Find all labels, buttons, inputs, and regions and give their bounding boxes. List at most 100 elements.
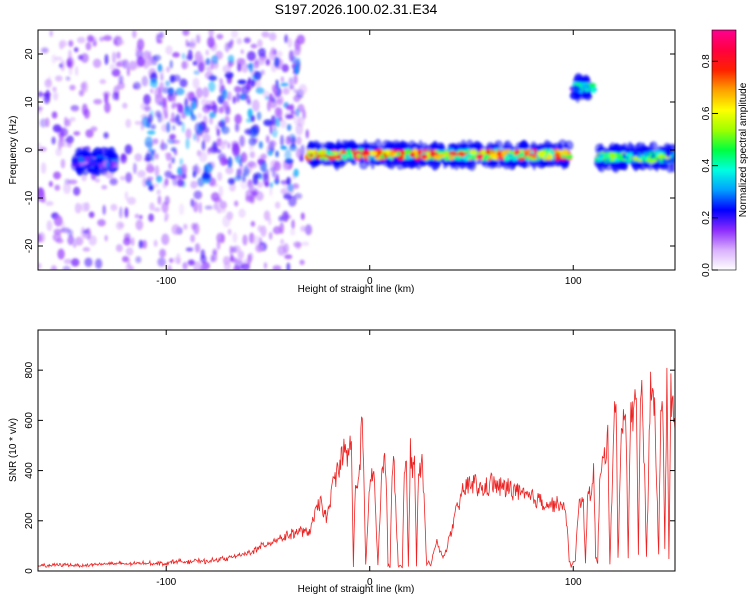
heatmap-cell [149, 202, 155, 211]
heatmap-cell [205, 128, 209, 133]
heatmap-cell [269, 93, 274, 103]
spectrogram-y-tick-label: -10 [24, 190, 35, 205]
heatmap-cell [340, 158, 346, 168]
heatmap-cell [194, 243, 201, 253]
heatmap-cell [249, 161, 258, 169]
heatmap-cell [38, 233, 43, 243]
heatmap-feature-5 [569, 72, 598, 103]
spectrogram-x-tick-label: 100 [565, 276, 582, 287]
heatmap-cell [609, 153, 617, 159]
heatmap-cell [73, 131, 81, 136]
heatmap-cell [572, 86, 581, 93]
heatmap-cell [38, 91, 43, 98]
heatmap-cell [153, 54, 162, 61]
heatmap-cell [347, 153, 354, 158]
heatmap-cell [166, 121, 171, 133]
heatmap-cell [368, 150, 378, 156]
heatmap-cell [340, 153, 348, 159]
heatmap-cell [54, 75, 63, 82]
heatmap-cell [285, 114, 294, 119]
heatmap-cell [90, 126, 98, 132]
heatmap-cell [157, 63, 162, 72]
heatmap-cell [268, 32, 277, 41]
heatmap-cell [193, 70, 200, 75]
heatmap-cell [77, 54, 84, 61]
heatmap-cell [227, 177, 236, 185]
heatmap-cell [453, 155, 463, 161]
heatmap-cell [274, 56, 280, 68]
heatmap-cell [453, 158, 460, 171]
heatmap-cell [366, 142, 374, 150]
heatmap-cell [60, 59, 66, 72]
heatmap-cell [184, 105, 192, 116]
heatmap-cell [364, 151, 371, 156]
heatmap-cell [169, 174, 177, 180]
heatmap-cell [284, 34, 289, 44]
heatmap-cell [325, 141, 335, 151]
spectrogram-y-tick-label: 10 [24, 96, 35, 108]
heatmap-cell [248, 145, 254, 151]
heatmap-cell [553, 142, 563, 150]
heatmap-cell [143, 93, 151, 106]
heatmap-cell [172, 125, 176, 131]
heatmap-cell [125, 172, 133, 183]
heatmap-cell [300, 144, 305, 157]
heatmap-cell [232, 245, 241, 253]
heatmap-cell [135, 219, 144, 231]
heatmap-cell [220, 118, 226, 125]
snr-y-axis-label: SNR (10 * v/v) [8, 418, 19, 482]
heatmap-cell [268, 231, 273, 240]
heatmap-cell [118, 75, 124, 84]
heatmap-cell [250, 187, 259, 196]
heatmap-cell [218, 106, 225, 114]
heatmap-cell [168, 162, 172, 170]
heatmap-cell [159, 248, 167, 258]
heatmap-cell [156, 189, 161, 195]
heatmap-cell [145, 164, 155, 173]
heatmap-cell [177, 179, 185, 187]
heatmap-cell [80, 82, 86, 91]
heatmap-cell [59, 40, 67, 48]
heatmap-cell [40, 47, 49, 54]
heatmap-cell [159, 81, 164, 90]
heatmap-cell [120, 154, 128, 164]
heatmap-cell [38, 262, 42, 269]
heatmap-cell [128, 60, 137, 71]
heatmap-cell [199, 60, 208, 67]
heatmap-cell [54, 56, 63, 61]
heatmap-cell [648, 152, 654, 158]
heatmap-cell [153, 207, 161, 212]
heatmap-cell [147, 113, 153, 124]
heatmap-cell [213, 197, 222, 203]
heatmap-cell [52, 86, 57, 92]
heatmap-cell [104, 54, 109, 65]
heatmap-cell [179, 158, 184, 166]
heatmap-cell [148, 213, 155, 222]
heatmap-cell [251, 99, 260, 112]
heatmap-cell [286, 176, 291, 186]
heatmap-cell [657, 153, 664, 159]
heatmap-cell [167, 264, 172, 270]
heatmap-cell [388, 150, 395, 157]
heatmap-cell [45, 117, 50, 128]
colorbar-tick-label: 0.4 [701, 158, 712, 172]
heatmap-cell [80, 202, 88, 212]
heatmap-cell [144, 136, 154, 148]
heatmap-cell [84, 257, 93, 268]
heatmap-cell [283, 192, 292, 200]
heatmap-cell [608, 145, 619, 154]
heatmap-cell [293, 241, 302, 248]
heatmap-cell [503, 155, 510, 162]
heatmap-cell [240, 49, 244, 54]
heatmap-cell [293, 48, 301, 56]
heatmap-cell [150, 124, 156, 130]
heatmap-cell [286, 123, 292, 132]
heatmap-cell [252, 60, 260, 69]
heatmap-cell [66, 56, 75, 69]
snr-frame [37, 329, 676, 572]
heatmap-cell [310, 159, 316, 169]
heatmap-cell [258, 141, 263, 149]
heatmap-cell [122, 255, 129, 263]
heatmap-cell [282, 87, 290, 95]
